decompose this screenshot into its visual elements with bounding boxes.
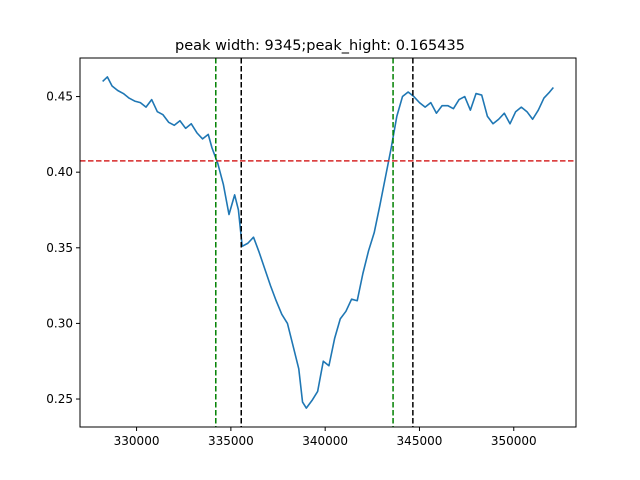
axes-frame [79,57,577,428]
x-tick-label: 340000 [302,434,348,448]
x-tick-label: 350000 [491,434,537,448]
chart-title: peak width: 9345;peak_hight: 0.165435 [175,38,465,54]
x-tick-label: 335000 [208,434,254,448]
series-line-0 [102,76,554,409]
y-tick-label: 0.45 [46,90,73,104]
axis-ticks: 330000 335000 340000 345000 350000 0.25 0.30 0.… [46,90,536,448]
y-tick-label: 0.25 [46,392,73,406]
plot-area [80,58,576,427]
x-tick-label: 345000 [397,434,443,448]
y-tick-label: 0.40 [46,165,73,179]
y-tick-label: 0.35 [46,241,73,255]
x-tick-label: 330000 [114,434,160,448]
y-tick-label: 0.30 [46,316,73,330]
